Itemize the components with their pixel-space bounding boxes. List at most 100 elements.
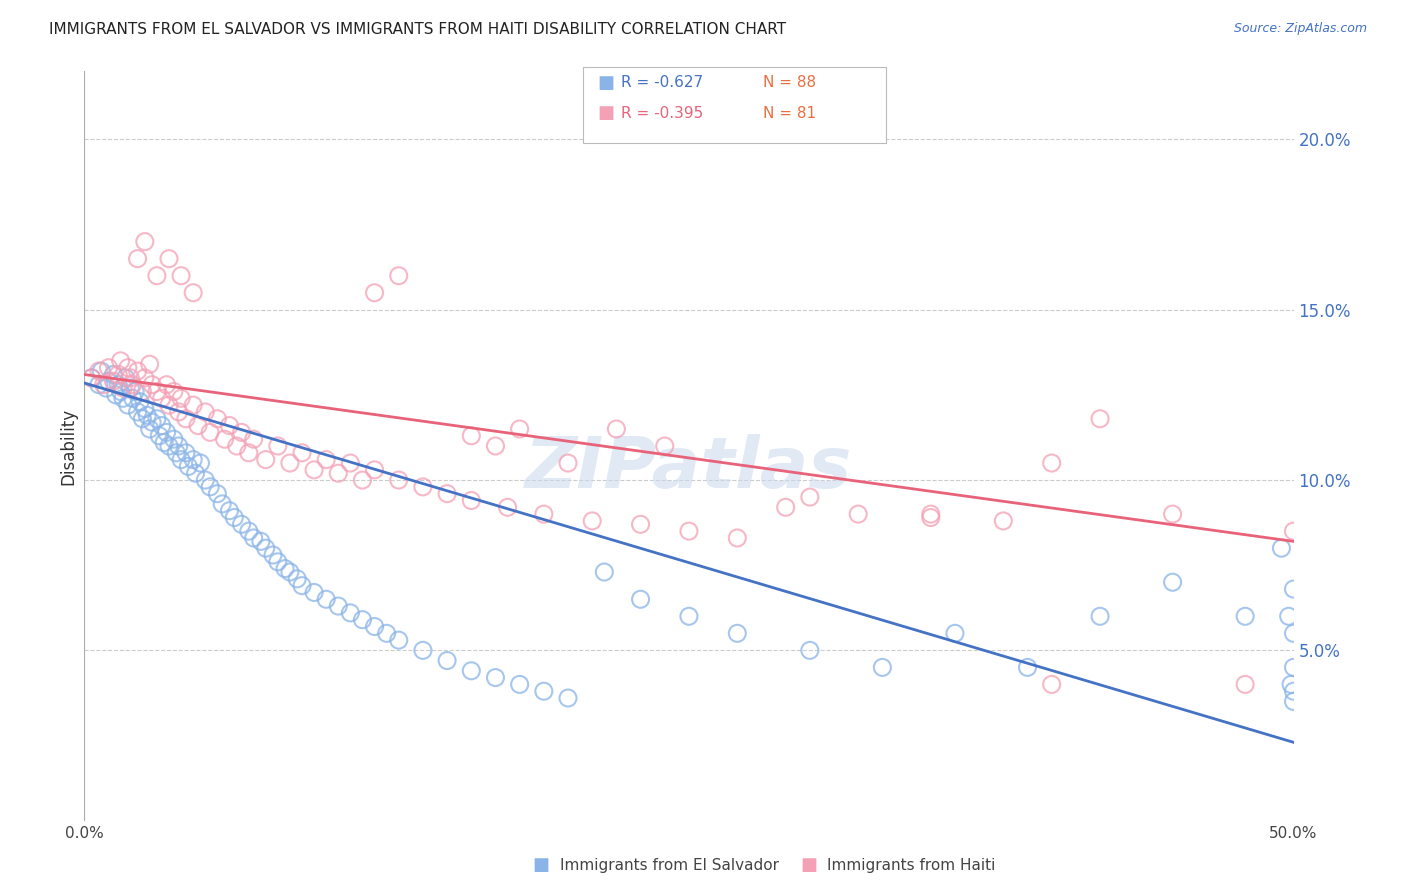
Point (496, 500, 519, 515)
Point (799, 643, 821, 657)
Text: IMMIGRANTS FROM EL SALVADOR VS IMMIGRANTS FROM HAITI DISABILITY CORRELATION CHAR: IMMIGRANTS FROM EL SALVADOR VS IMMIGRANT… (49, 22, 786, 37)
Point (163, 384, 186, 399)
Point (278, 456, 301, 470)
Point (103, 374, 125, 388)
Point (170, 392, 193, 406)
Point (267, 439, 290, 453)
Point (127, 252, 149, 266)
Point (157, 439, 180, 453)
Point (605, 422, 627, 436)
Point (285, 572, 308, 586)
Point (593, 565, 616, 579)
Point (127, 364, 149, 378)
Point (725, 531, 748, 545)
Point (124, 384, 146, 399)
Point (93, 377, 115, 392)
Point (107, 377, 129, 392)
Point (107, 368, 129, 382)
Point (112, 381, 135, 395)
Point (170, 452, 193, 467)
Point (104, 388, 127, 402)
Point (1282, 626, 1305, 640)
Point (90, 364, 112, 378)
Point (138, 422, 160, 436)
Point (1040, 456, 1063, 470)
Point (799, 490, 821, 504)
Point (412, 643, 434, 657)
Point (242, 531, 264, 545)
Point (1279, 677, 1302, 691)
Point (678, 609, 700, 624)
Point (134, 401, 156, 416)
Point (214, 432, 236, 446)
Point (375, 626, 398, 640)
Point (157, 252, 180, 266)
Point (363, 619, 385, 633)
Point (388, 268, 411, 283)
Point (339, 606, 361, 620)
Point (121, 392, 143, 406)
Point (291, 446, 314, 460)
Point (1040, 677, 1063, 691)
Point (1088, 609, 1111, 624)
Point (187, 418, 209, 433)
Point (80, 371, 103, 385)
Point (181, 452, 204, 467)
Point (174, 446, 197, 460)
Point (302, 463, 325, 477)
Point (388, 633, 411, 648)
Point (388, 473, 411, 487)
Point (150, 418, 173, 433)
Point (1282, 524, 1305, 538)
Text: ■: ■ (598, 74, 614, 92)
Text: R = -0.627: R = -0.627 (621, 76, 703, 90)
Point (302, 585, 325, 599)
Point (80, 371, 103, 385)
Point (218, 504, 240, 518)
Point (207, 486, 229, 500)
Point (846, 507, 869, 521)
Point (1161, 575, 1184, 590)
Point (231, 425, 253, 440)
Point (174, 411, 197, 425)
Point (484, 439, 506, 453)
Point (460, 664, 482, 678)
Text: Immigrants from El Salvador: Immigrants from El Salvador (560, 858, 779, 872)
Point (121, 377, 143, 392)
Point (114, 371, 136, 385)
Point (155, 377, 177, 392)
Text: ■: ■ (800, 856, 817, 874)
Point (557, 456, 579, 470)
Point (460, 429, 482, 443)
Point (1282, 582, 1305, 596)
Point (211, 497, 233, 511)
Point (177, 459, 200, 474)
Point (291, 579, 314, 593)
Point (274, 561, 297, 575)
Point (1270, 541, 1292, 556)
Point (225, 439, 247, 453)
Point (557, 691, 579, 706)
Point (131, 384, 153, 399)
Point (254, 541, 277, 556)
Point (190, 456, 212, 470)
Point (184, 467, 207, 481)
Point (198, 480, 221, 494)
Point (363, 285, 385, 300)
Point (207, 411, 229, 425)
Point (134, 235, 156, 249)
Point (146, 268, 169, 283)
Point (920, 510, 942, 524)
Point (181, 285, 204, 300)
Point (94, 381, 117, 395)
Point (198, 425, 221, 440)
Point (141, 415, 163, 429)
Point (250, 534, 273, 549)
Y-axis label: Disability: Disability (59, 408, 77, 484)
Point (194, 405, 217, 419)
Point (993, 514, 1015, 528)
Point (678, 524, 700, 538)
Point (181, 398, 204, 412)
Point (110, 354, 132, 368)
Point (352, 613, 374, 627)
